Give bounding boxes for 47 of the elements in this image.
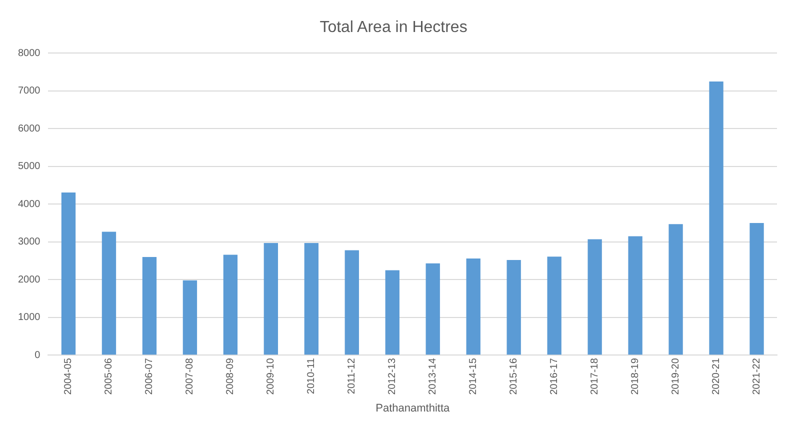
x-tick-label: 2007-08 bbox=[184, 358, 196, 395]
y-tick-label: 4000 bbox=[18, 198, 41, 210]
bar bbox=[264, 243, 278, 355]
bar bbox=[102, 232, 116, 355]
x-tick-label: 2012-13 bbox=[387, 358, 398, 395]
bar bbox=[182, 280, 198, 355]
bar bbox=[223, 254, 238, 355]
bar bbox=[709, 82, 724, 355]
x-tick-label: 2016-17 bbox=[549, 358, 560, 395]
y-tick-label: 6000 bbox=[18, 123, 41, 134]
bar bbox=[547, 256, 562, 355]
y-tick-label: 2000 bbox=[18, 274, 41, 286]
x-tick-label: 2009-10 bbox=[266, 358, 277, 395]
y-tick-label: 0 bbox=[34, 350, 41, 361]
y-tick-label: 7000 bbox=[18, 86, 41, 97]
bar bbox=[506, 260, 521, 355]
x-axis-title: Pathanamthitta bbox=[376, 402, 450, 414]
x-tick-label: 2011-12 bbox=[346, 358, 358, 394]
x-tick-label: 2018-19 bbox=[630, 358, 642, 395]
y-tick-label: 8000 bbox=[18, 48, 41, 59]
bar bbox=[588, 239, 602, 355]
bar bbox=[628, 236, 642, 355]
x-tick-label: 2020-21 bbox=[711, 358, 722, 395]
chart-title: Total Area in Hectres bbox=[320, 19, 468, 36]
x-tick-label: 2004-05 bbox=[63, 358, 74, 395]
y-tick-label: 5000 bbox=[18, 161, 41, 172]
x-tick-label: 2010-11 bbox=[306, 358, 318, 394]
x-tick-label: 2005-06 bbox=[104, 358, 115, 395]
bar bbox=[142, 256, 157, 355]
bar bbox=[304, 243, 318, 355]
x-tick-label: 2021-22 bbox=[752, 358, 763, 395]
x-tick-label: 2015-16 bbox=[508, 358, 520, 395]
x-tick-label: 2019-20 bbox=[670, 358, 682, 395]
bar bbox=[344, 250, 359, 355]
bar bbox=[426, 263, 440, 355]
x-tick-label: 2006-07 bbox=[144, 358, 156, 395]
y-tick-label: 3000 bbox=[18, 236, 41, 248]
x-tick-label: 2013-14 bbox=[428, 358, 439, 395]
x-tick-label: 2017-18 bbox=[590, 358, 601, 395]
x-tick-label: 2014-15 bbox=[468, 358, 480, 395]
bar bbox=[466, 258, 480, 355]
bar bbox=[385, 270, 400, 355]
bar bbox=[668, 224, 683, 355]
bar bbox=[750, 223, 764, 355]
x-tick-label: 2008-09 bbox=[225, 358, 236, 395]
y-tick-label: 1000 bbox=[18, 312, 41, 324]
bar bbox=[61, 192, 76, 355]
